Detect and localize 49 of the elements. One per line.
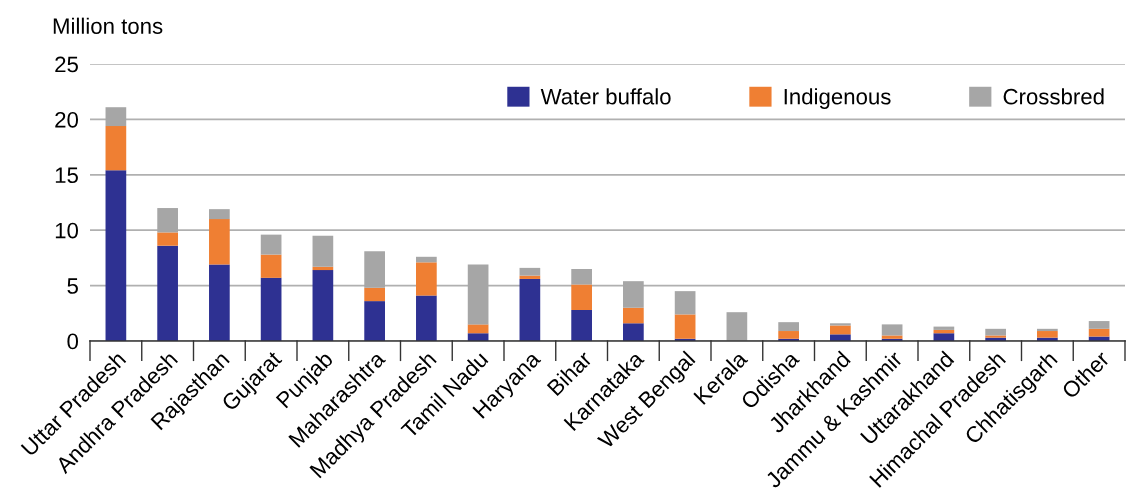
bar [1088,328,1110,337]
bar [364,301,385,341]
bar [519,278,541,341]
bar [260,234,282,255]
legend-label: Water buffalo [540,88,671,105]
bar [830,334,851,341]
y-tick-label: 15 [55,167,78,184]
bar [571,268,592,285]
y-tick-label: 10 [55,222,79,239]
bar [209,264,230,341]
bar [157,232,178,246]
bar [519,267,541,276]
y-tick-label: 20 [55,111,79,128]
y-tick-label: 5 [67,278,78,294]
legend-label: Indigenous [784,88,891,109]
bar [364,287,385,302]
bar [830,325,851,335]
y-axis-title: Million tons [53,17,163,34]
bar [260,254,282,278]
bar [467,324,489,334]
bar [571,309,592,341]
bar [674,291,696,315]
bar [1037,331,1058,338]
bar [881,324,903,336]
bar [312,235,334,267]
bar [726,312,748,341]
y-tick-label: 0 [67,333,79,350]
bar [985,328,1006,336]
bar [312,270,334,341]
legend-label: Crossbred [1003,88,1104,105]
bar [105,126,127,171]
bar [260,277,282,341]
bar [416,256,437,263]
bar [209,219,230,265]
y-tick-label: 25 [55,56,78,73]
bar [623,323,644,341]
bar [778,322,799,332]
bar [830,323,851,326]
bar [416,295,437,341]
bar [1037,328,1058,332]
bar [571,284,592,310]
bar [778,331,799,339]
bar [416,262,437,296]
bar [674,314,696,339]
bar [623,307,644,324]
bar [157,245,178,341]
bar [105,170,127,341]
bar [209,209,230,220]
bar [1088,321,1110,329]
